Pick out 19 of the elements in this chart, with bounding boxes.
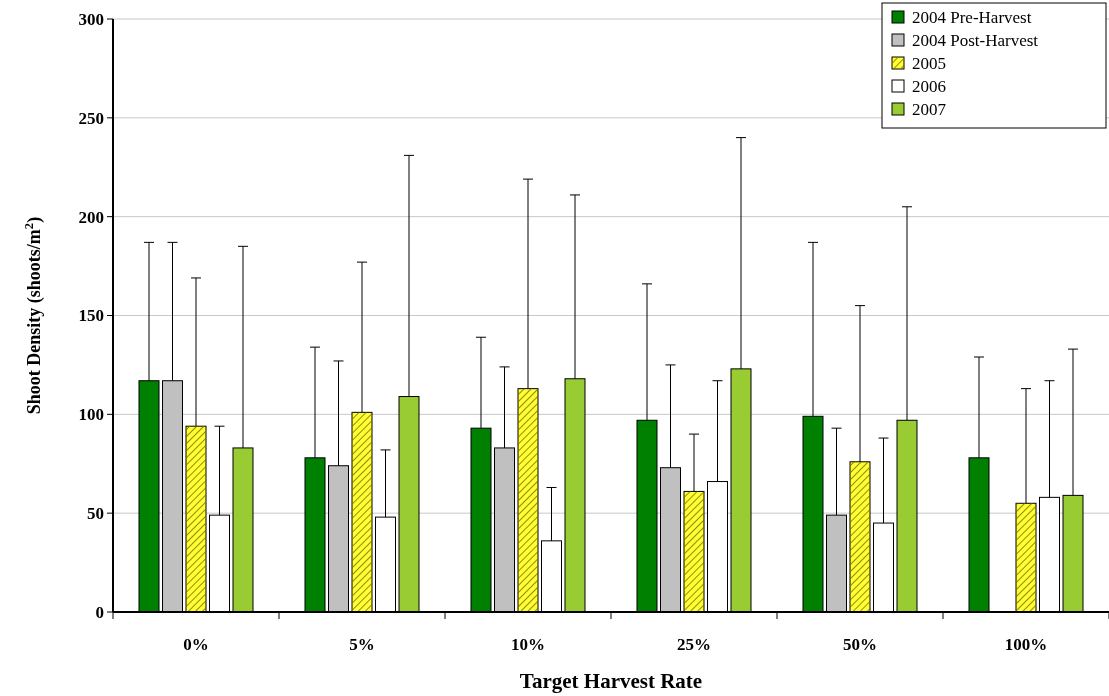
- y-tick-label: 250: [78, 108, 104, 128]
- x-axis-title: Target Harvest Rate: [519, 669, 703, 693]
- y-tick-label: 100: [78, 405, 104, 425]
- x-tick-label: 50%: [843, 635, 877, 654]
- legend-label: 2005: [912, 53, 946, 73]
- legend-label: 2006: [912, 76, 946, 96]
- legend-label: 2004 Post-Harvest: [912, 30, 1039, 50]
- y-tick-label: 50: [87, 504, 104, 524]
- legend-label: 2004 Pre-Harvest: [912, 7, 1032, 27]
- x-tick-label: 100%: [1004, 635, 1048, 654]
- x-tick-label: 10%: [511, 635, 545, 654]
- x-tick-label: 5%: [349, 635, 375, 654]
- y-tick-label: 200: [78, 207, 104, 227]
- legend-label: 2007: [912, 99, 947, 119]
- y-tick-label: 0: [95, 602, 104, 622]
- x-tick-label: 0%: [183, 635, 209, 654]
- y-tick-label: 300: [78, 9, 104, 29]
- y-tick-label: 150: [78, 306, 104, 326]
- x-tick-label: 25%: [677, 635, 711, 654]
